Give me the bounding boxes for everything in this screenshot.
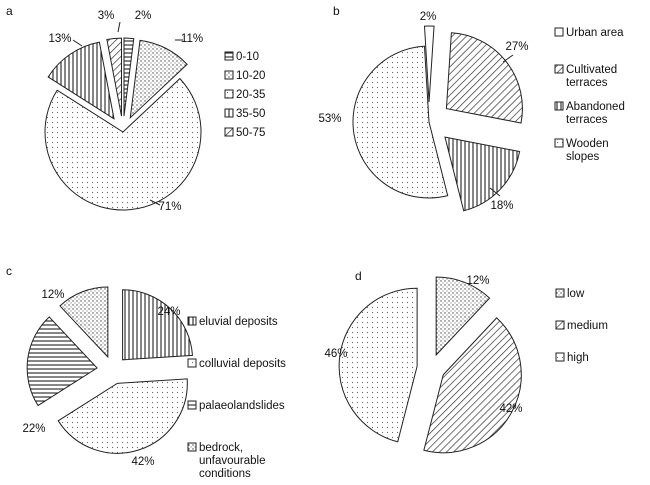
legend-label: high (567, 352, 589, 364)
legend-swatch (555, 320, 565, 330)
pie-slice (26, 316, 98, 407)
panel-letter: a (6, 4, 13, 18)
legend-swatch (554, 101, 564, 111)
panel-letter: c (6, 264, 12, 278)
legend-label: unfavourable (199, 455, 266, 467)
data-label: 24% (157, 306, 180, 318)
pie-slice (57, 378, 188, 454)
leader-line (502, 54, 514, 63)
legend-label: conditions (199, 468, 251, 480)
pie-slice (444, 136, 521, 212)
legend-swatch (555, 288, 565, 298)
legend-swatch (187, 358, 197, 368)
data-label: 22% (22, 423, 45, 435)
legend-label: bedrock, (199, 442, 243, 454)
legend-label: 35-50 (236, 108, 265, 120)
legend-label: slopes (566, 151, 599, 163)
pie-chart-a: a 2% 11% 71% 13% 3% 0-10 10-20 20-35 35-50 50-75 (6, 4, 265, 213)
panel-letter: d (355, 269, 362, 283)
legend-swatch (187, 316, 197, 326)
pie-chart-d: d 12% 42% 46% low medium high (324, 269, 608, 454)
data-label: 27% (505, 41, 528, 53)
pie-chart-c: c 24% 42% 22% 12% eluvial deposits colluvial d… (6, 264, 286, 480)
data-label: 13% (48, 33, 71, 45)
pie-slice (106, 37, 122, 117)
legend-swatch (224, 70, 234, 80)
data-label: 71% (158, 201, 181, 213)
legend-swatch (224, 127, 234, 137)
pie-slice (59, 286, 109, 359)
pie-slice (423, 317, 522, 454)
legend-swatch (224, 89, 234, 99)
pie-slice (435, 276, 491, 357)
legend-label: eluvial deposits (199, 316, 278, 328)
legend-swatch (187, 442, 197, 452)
legend-swatch (187, 400, 197, 410)
legend-label: Cultivated (566, 64, 617, 76)
legend-label: 20-35 (236, 89, 265, 101)
legend-label: Abandoned (566, 101, 625, 113)
data-label: 42% (131, 456, 154, 468)
pie-slice (44, 77, 202, 211)
data-label: 12% (466, 275, 489, 287)
legend-label: 10-20 (236, 70, 265, 82)
pie-slice (129, 39, 188, 120)
legend-swatch (555, 352, 565, 362)
pie-slice (122, 289, 193, 361)
legend-swatch (554, 138, 564, 148)
pie-chart-b: b 2%27%18%53%Urban areaCultivatedterraces… (318, 4, 624, 212)
legend-label: Urban area (566, 27, 624, 39)
data-label: 2% (420, 11, 437, 23)
legend-label: Wooden (566, 138, 609, 150)
data-label: 12% (41, 289, 64, 301)
leader-line (149, 199, 161, 206)
data-label: 3% (98, 10, 115, 22)
pie-slice (47, 41, 115, 120)
data-label: 46% (324, 348, 347, 360)
data-label: 53% (318, 113, 341, 125)
leader-line (117, 21, 121, 33)
panel-letter: b (333, 4, 340, 18)
legend-swatch (554, 27, 564, 37)
legend-label: colluvial deposits (199, 358, 286, 370)
legend-label: 50-75 (236, 127, 265, 139)
legend-label: 0-10 (236, 51, 259, 63)
pie-slice (445, 32, 523, 124)
pie-slice (123, 37, 135, 117)
leader-line (489, 187, 501, 197)
pie-slice (338, 287, 418, 443)
legend-label: medium (567, 320, 608, 332)
legend-label: terraces (566, 77, 608, 89)
leader-line (72, 39, 83, 47)
legend-swatch (224, 51, 234, 61)
data-label: 18% (490, 200, 513, 212)
pie-slice (423, 25, 435, 103)
legend-label: low (567, 288, 585, 300)
pie-slice (352, 45, 449, 199)
legend-label: palaeolandslides (199, 400, 285, 412)
legend-swatch (224, 108, 234, 118)
data-label: 42% (499, 403, 522, 415)
legend-swatch (554, 64, 564, 74)
data-label: 2% (135, 10, 152, 22)
legend-label: terraces (566, 114, 608, 126)
data-label: 11% (181, 33, 203, 45)
